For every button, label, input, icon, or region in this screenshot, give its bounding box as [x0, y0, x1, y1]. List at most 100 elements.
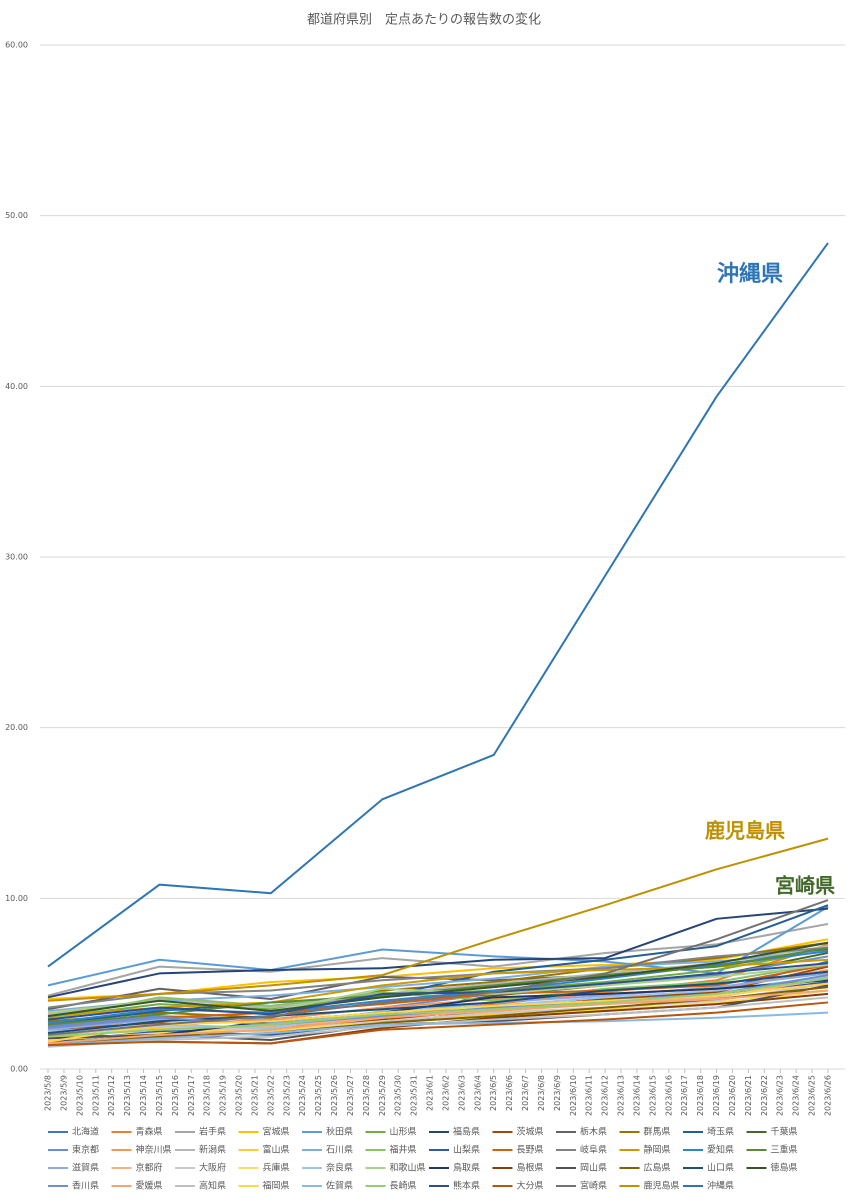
legend-label: 神奈川県 [136, 1144, 172, 1156]
legend-label: 山口県 [707, 1163, 734, 1174]
legend-label: 新潟県 [199, 1144, 226, 1156]
legend-label: 千葉県 [771, 1126, 798, 1138]
x-tick-label: 2023/6/23 [776, 1075, 785, 1116]
x-tick-label: 2023/5/9 [59, 1075, 68, 1111]
legend-label: 栃木県 [580, 1126, 607, 1138]
series-line [47, 907, 829, 999]
legend-label: 東京都 [72, 1144, 99, 1156]
x-tick-label: 2023/6/7 [521, 1075, 530, 1111]
x-tick-label: 2023/6/20 [728, 1075, 737, 1116]
x-tick-label: 2023/6/9 [553, 1075, 562, 1111]
annotation: 沖縄県 [717, 262, 783, 287]
x-tick-label: 2023/5/31 [410, 1075, 419, 1116]
x-tick-label: 2023/6/15 [648, 1075, 657, 1116]
x-tick-label: 2023/6/18 [696, 1075, 705, 1116]
x-tick-label: 2023/6/8 [537, 1075, 546, 1111]
y-tick-label: 0.00 [10, 1065, 28, 1074]
x-tick-label: 2023/6/14 [632, 1075, 641, 1116]
series-line [47, 962, 829, 1021]
series-line [47, 982, 829, 1036]
x-tick-label: 2023/5/28 [362, 1075, 371, 1116]
legend-label: 福島県 [453, 1126, 480, 1138]
x-tick-label: 2023/5/16 [171, 1075, 180, 1116]
x-tick-label: 2023/6/12 [601, 1075, 610, 1116]
x-tick-label: 2023/5/15 [155, 1075, 164, 1116]
legend-label: 大分県 [517, 1180, 544, 1192]
legend-label: 青森県 [136, 1126, 163, 1138]
legend-label: 京都府 [136, 1162, 163, 1174]
x-tick-label: 2023/6/21 [744, 1075, 753, 1116]
legend-label: 群馬県 [644, 1126, 671, 1138]
legend-label: 長野県 [517, 1145, 544, 1156]
x-tick-label: 2023/5/23 [282, 1075, 291, 1116]
legend-label: 岩手県 [199, 1126, 226, 1138]
y-tick-label: 20.00 [5, 723, 28, 732]
legend-label: 熊本県 [453, 1180, 480, 1192]
x-tick-label: 2023/5/26 [330, 1075, 339, 1116]
x-tick-label: 2023/6/6 [505, 1075, 514, 1111]
legend-label: 石川県 [326, 1145, 353, 1156]
series-line [47, 837, 829, 1002]
series-line [47, 970, 829, 1035]
x-tick-label: 2023/5/21 [250, 1075, 259, 1116]
x-tick-label: 2023/6/2 [441, 1075, 450, 1111]
legend-label: 長崎県 [390, 1180, 417, 1192]
legend-label: 滋賀県 [72, 1162, 99, 1174]
legend-label: 広島県 [644, 1162, 671, 1174]
y-tick-label: 60.00 [5, 41, 28, 50]
legend-label: 福井県 [390, 1144, 417, 1156]
legend-label: 岐阜県 [580, 1144, 607, 1156]
x-tick-label: 2023/5/29 [378, 1075, 387, 1116]
x-tick-label: 2023/5/11 [91, 1075, 100, 1116]
x-tick-label: 2023/6/5 [489, 1075, 498, 1111]
y-tick-label: 50.00 [5, 211, 28, 220]
x-tick-label: 2023/6/25 [808, 1075, 817, 1116]
x-tick-label: 2023/6/16 [664, 1075, 673, 1116]
x-tick-label: 2023/5/27 [346, 1075, 355, 1116]
legend-label: 福岡県 [263, 1180, 290, 1192]
x-tick-label: 2023/5/24 [298, 1075, 307, 1116]
x-tick-label: 2023/5/14 [139, 1075, 148, 1116]
legend-label: 奈良県 [326, 1162, 353, 1174]
legend-label: 富山県 [263, 1144, 290, 1156]
x-tick-label: 2023/6/4 [473, 1075, 482, 1111]
annotation: 宮崎県 [775, 874, 835, 898]
legend-label: 宮城県 [263, 1126, 290, 1138]
x-tick-label: 2023/6/1 [426, 1075, 435, 1111]
legend-label: 山梨県 [453, 1144, 480, 1156]
legend-label: 島根県 [517, 1162, 544, 1174]
annotation: 鹿児島県 [705, 819, 785, 843]
legend-label: 沖縄県 [707, 1180, 734, 1192]
x-tick-label: 2023/6/22 [760, 1075, 769, 1116]
legend-label: 鳥取県 [453, 1162, 480, 1174]
x-tick-label: 2023/5/30 [394, 1075, 403, 1116]
x-tick-label: 2023/5/17 [187, 1075, 196, 1116]
y-tick-label: 40.00 [5, 382, 28, 391]
x-tick-label: 2023/6/24 [792, 1075, 801, 1116]
x-tick-label: 2023/5/20 [235, 1075, 244, 1116]
x-tick-label: 2023/5/10 [75, 1075, 84, 1116]
series-line [47, 899, 829, 1036]
legend-label: 和歌山県 [390, 1162, 426, 1174]
x-tick-label: 2023/6/26 [824, 1075, 833, 1116]
x-tick-label: 2023/6/3 [457, 1075, 466, 1111]
series-line [47, 1011, 829, 1047]
legend-label: 高知県 [199, 1180, 226, 1192]
legend-label: 岡山県 [580, 1163, 607, 1174]
legend-label: 愛媛県 [136, 1180, 163, 1192]
x-tick-label: 2023/6/19 [712, 1075, 721, 1116]
legend-label: 三重県 [771, 1144, 798, 1156]
legend-label: 兵庫県 [263, 1162, 290, 1174]
legend-label: 山形県 [390, 1126, 417, 1138]
legend-label: 香川県 [72, 1181, 99, 1192]
x-tick-label: 2023/6/17 [680, 1075, 689, 1116]
series-line [47, 963, 829, 1030]
y-tick-label: 30.00 [5, 553, 28, 562]
legend-label: 宮崎県 [580, 1180, 607, 1192]
x-tick-label: 2023/5/22 [266, 1075, 275, 1116]
legend-label: 埼玉県 [707, 1126, 734, 1138]
legend-label: 愛知県 [707, 1144, 734, 1156]
x-tick-label: 2023/6/13 [617, 1075, 626, 1116]
legend-label: 茨城県 [517, 1126, 544, 1138]
y-tick-label: 10.00 [5, 894, 28, 903]
